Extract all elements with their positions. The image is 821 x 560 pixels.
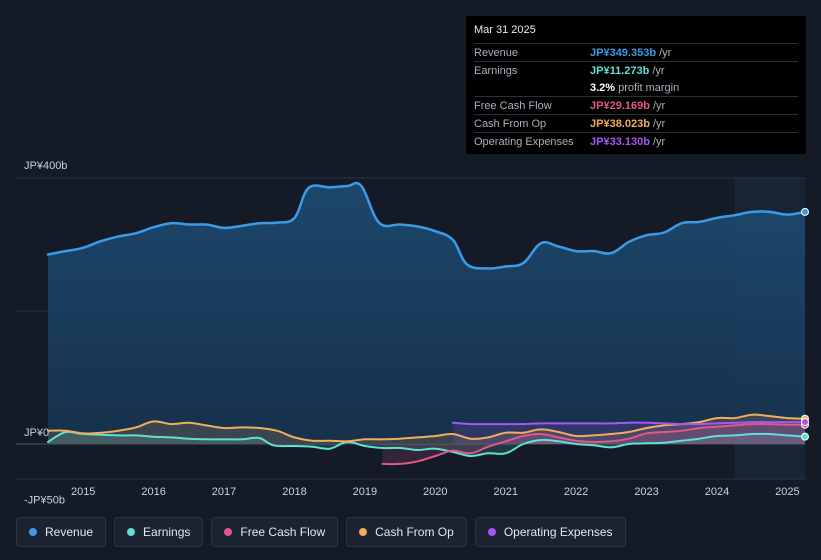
y-tick-label: JP¥0	[24, 427, 49, 439]
legend-dot-icon	[359, 528, 368, 536]
revenue-line	[46, 181, 807, 270]
tooltip-panel: Mar 31 2025 Revenue JP¥349.353b/yr Earning…	[466, 16, 806, 154]
x-tick-label: 2019	[353, 486, 377, 498]
tooltip-value: JP¥38.023b	[590, 117, 650, 130]
tooltip-label: Operating Expenses	[474, 135, 574, 148]
legend-item-cash-from-op[interactable]: Cash From Op	[346, 517, 467, 547]
tooltip-row: Earnings JP¥11.273b/yr	[474, 61, 798, 79]
free-cash-flow-area	[382, 423, 805, 465]
tooltip-row: Cash From Op JP¥38.023b/yr	[474, 114, 798, 132]
tooltip-unit: /yr	[652, 117, 666, 130]
tooltip-unit: /yr	[652, 64, 665, 77]
earnings-endpoint	[801, 432, 809, 441]
legend-dot-icon	[127, 528, 136, 536]
operating-expenses-line	[451, 421, 806, 426]
y-axis-labels: JP¥400b JP¥0 -JP¥50b	[24, 160, 67, 506]
legend-item-operating-expenses[interactable]: Operating Expenses	[474, 517, 626, 547]
revenue-area	[48, 182, 805, 445]
x-tick-label: 2016	[141, 486, 165, 498]
tooltip-label: Cash From Op	[474, 117, 547, 130]
operating-expenses-endpoint	[801, 418, 809, 427]
legend-label: Operating Expenses	[503, 525, 613, 539]
tooltip-row: Operating Expenses JP¥33.130b/yr	[474, 132, 798, 150]
x-tick-label: 2018	[282, 486, 306, 498]
legend-dot-icon	[487, 528, 496, 536]
legend-item-earnings[interactable]: Earnings	[114, 517, 204, 547]
tooltip-unit: /yr	[659, 46, 672, 59]
tooltip-row: Revenue JP¥349.353b/yr	[474, 43, 798, 61]
tooltip-row: Free Cash Flow JP¥29.169b/yr	[474, 96, 798, 114]
tooltip-row: 3.2% profit margin	[474, 79, 798, 96]
legend-dot-icon	[29, 528, 37, 536]
legend-item-free-cash-flow[interactable]: Free Cash Flow	[211, 517, 339, 547]
tooltip-date: Mar 31 2025	[474, 24, 536, 36]
tooltip-label: Free Cash Flow	[474, 99, 552, 112]
legend-label: Cash From Op	[375, 525, 454, 539]
legend: Revenue Earnings Free Cash Flow Cash From O…	[16, 517, 626, 549]
tooltip-unit: profit margin	[618, 81, 680, 94]
x-tick-label: 2025	[775, 486, 799, 498]
legend-label: Free Cash Flow	[240, 525, 326, 539]
tooltip-value: JP¥33.130b	[590, 135, 650, 148]
tooltip-label: Revenue	[474, 46, 519, 59]
tooltip-value: JP¥349.353b	[590, 46, 657, 59]
legend-label: Earnings	[143, 525, 191, 539]
series-endpoints	[801, 207, 809, 441]
legend-dot-icon	[224, 528, 233, 536]
cash-from-op-area	[48, 414, 805, 444]
tooltip-unit: /yr	[652, 99, 666, 112]
x-tick-label: 2015	[71, 486, 95, 498]
y-tick-label: -JP¥50b	[24, 494, 65, 506]
legend-item-revenue[interactable]: Revenue	[16, 517, 107, 547]
free-cash-flow-line	[381, 422, 806, 466]
tooltip-value: JP¥11.273b	[590, 64, 650, 77]
x-tick-label: 2022	[564, 486, 588, 498]
tooltip-label: Earnings	[474, 64, 518, 77]
earnings-line	[47, 430, 806, 458]
series-lines	[46, 181, 807, 466]
revenue-endpoint	[801, 207, 809, 216]
tooltip-value: JP¥29.169b	[590, 99, 650, 112]
x-tick-label: 2021	[493, 486, 517, 498]
x-axis-labels: 2015 2016 2017 2018 2019 2020 2021 2022 2023 2024…	[71, 486, 800, 498]
y-tick-label: JP¥400b	[24, 160, 67, 172]
tooltip-value: 3.2%	[590, 81, 616, 94]
x-tick-label: 2024	[705, 486, 729, 498]
x-tick-label: 2017	[212, 486, 236, 498]
x-tick-label: 2020	[423, 486, 447, 498]
legend-label: Revenue	[45, 525, 94, 539]
tooltip-unit: /yr	[652, 135, 666, 148]
x-tick-label: 2023	[634, 486, 658, 498]
